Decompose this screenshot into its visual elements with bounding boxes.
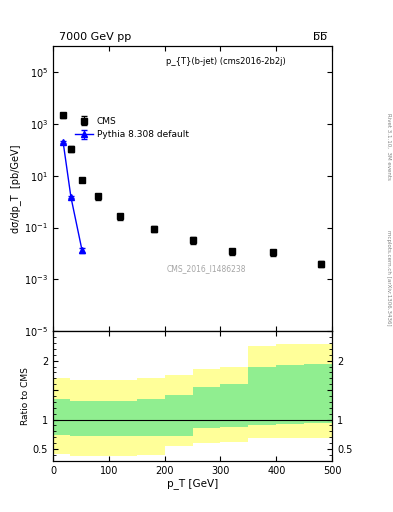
Text: 7000 GeV pp: 7000 GeV pp (59, 32, 131, 42)
Y-axis label: Ratio to CMS: Ratio to CMS (21, 367, 30, 425)
Text: b̅b̅: b̅b̅ (312, 32, 327, 42)
Text: Rivet 3.1.10,  3M events: Rivet 3.1.10, 3M events (386, 113, 391, 180)
Text: p_{T}(b-jet) (cms2016-2b2j): p_{T}(b-jet) (cms2016-2b2j) (166, 57, 286, 67)
Text: mcplots.cern.ch [arXiv:1306.3436]: mcplots.cern.ch [arXiv:1306.3436] (386, 230, 391, 326)
Y-axis label: dσ/dp_T  [pb/GeV]: dσ/dp_T [pb/GeV] (11, 144, 22, 233)
Legend: CMS, Pythia 8.308 default: CMS, Pythia 8.308 default (72, 113, 193, 143)
X-axis label: p_T [GeV]: p_T [GeV] (167, 478, 218, 489)
Text: CMS_2016_I1486238: CMS_2016_I1486238 (167, 264, 246, 273)
